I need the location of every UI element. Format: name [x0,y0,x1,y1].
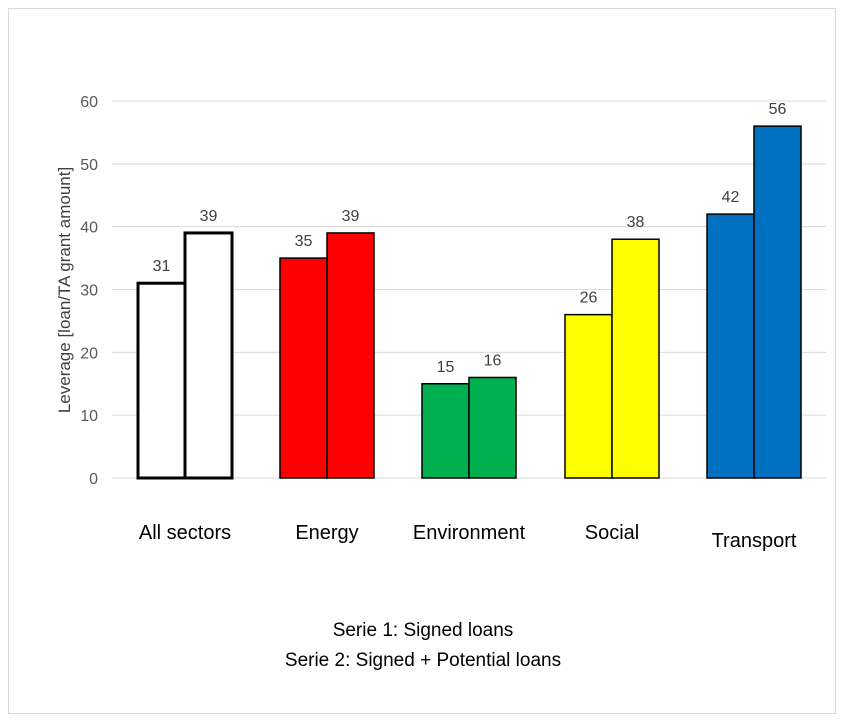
y-tick-label: 40 [80,220,98,237]
data-label: 38 [627,214,645,231]
y-tick-label: 0 [89,471,98,488]
y-axis-label: Leverage [loan/TA grant amount] [55,167,74,413]
y-tick-label: 60 [80,94,98,111]
bar-environment-series-1 [421,383,470,479]
y-axis-ticks: 0 10 20 30 40 50 60 [80,94,98,488]
bar-environment-series-2 [468,376,517,479]
bar-social-series-2 [611,238,660,479]
bar-transport-series-1 [706,213,755,479]
data-label: 31 [153,258,171,275]
data-label: 35 [295,233,313,250]
bar-energy-series-2 [326,232,375,479]
category-label: Environment [413,522,526,544]
bar-transport-series-2 [753,125,802,479]
data-label: 42 [722,189,740,206]
category-label: Transport [712,530,797,552]
category-label: Social [585,522,639,544]
category-labels: All sectors Energy Environment Social Transp… [139,522,797,552]
series-note-1: Serie 1: Signed loans [332,620,514,641]
data-label: 39 [342,208,360,225]
y-tick-label: 30 [80,283,98,300]
data-label: 39 [200,208,218,225]
bar-all-sectors-series-1 [136,281,187,480]
bars [136,125,802,480]
series-note-2: Serie 2: Signed + Potential loans [284,650,562,671]
bar-social-series-1 [564,313,613,479]
data-label: 26 [580,290,598,307]
data-label: 56 [769,101,787,118]
data-labels: 31 39 35 39 15 16 26 38 42 56 [153,101,787,376]
y-tick-label: 20 [80,345,98,362]
category-label: Energy [295,522,358,544]
data-label: 16 [484,352,502,369]
bar-energy-series-1 [279,257,328,479]
data-label: 15 [437,359,455,376]
category-label: All sectors [139,522,231,544]
y-tick-label: 50 [80,157,98,174]
y-tick-label: 10 [80,408,98,425]
bar-all-sectors-series-2 [183,231,234,480]
